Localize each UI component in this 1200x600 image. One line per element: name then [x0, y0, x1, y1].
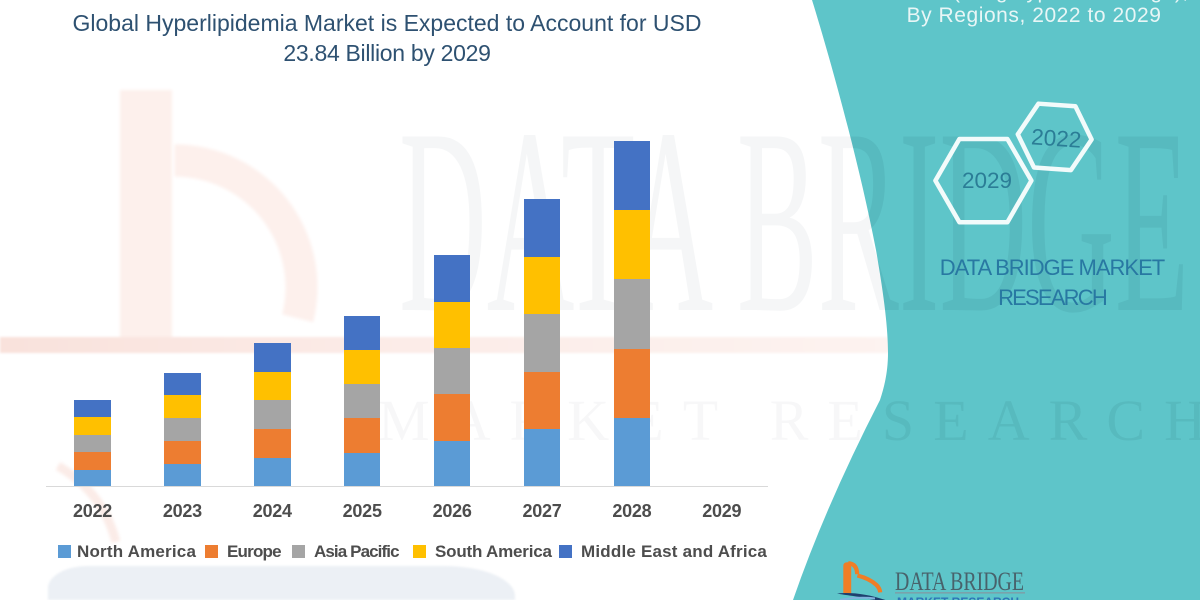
svg-text:2022: 2022	[1030, 124, 1082, 152]
svg-text:MARKET RESEARCH: MARKET RESEARCH	[897, 595, 1019, 600]
svg-text:2029: 2029	[962, 168, 1012, 193]
svg-text:DATA BRIDGE: DATA BRIDGE	[895, 566, 1024, 596]
